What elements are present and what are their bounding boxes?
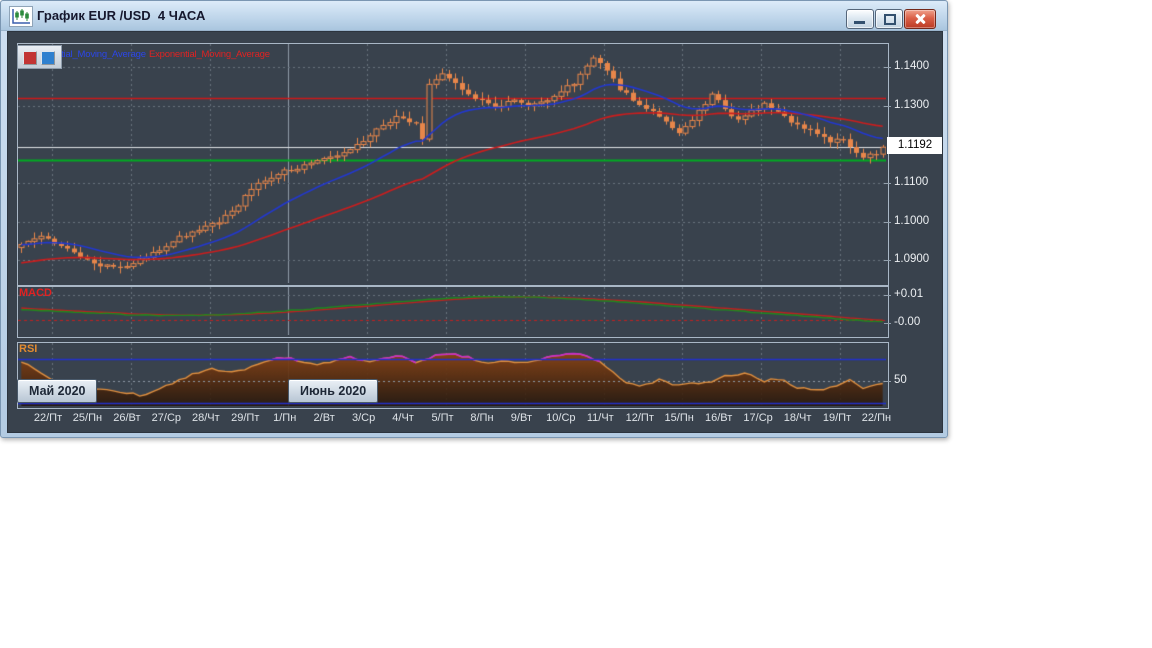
chart-window: График EUR /USD 4 ЧАСА Exponential_Movin…	[0, 0, 948, 438]
date-axis-label: 11/Чт	[586, 412, 614, 424]
month-marker-june[interactable]: Июнь 2020	[288, 379, 379, 403]
minimize-button[interactable]	[846, 9, 874, 29]
date-axis-label: 2/Вт	[313, 412, 335, 424]
legend-ema-slow: Exponential_Moving_Average	[149, 49, 270, 60]
minimize-icon	[854, 21, 865, 24]
date-axis-label: 22/Пт	[33, 412, 63, 424]
date-axis-label: 28/Чт	[191, 412, 220, 424]
blue-square-button[interactable]	[41, 51, 55, 65]
date-axis-label: 29/Пт	[231, 412, 260, 424]
macd-axis-tick: +0.01	[883, 288, 924, 300]
rsi-canvas[interactable]	[18, 343, 886, 406]
price-axis-tick: 1.1100	[883, 175, 929, 188]
current-price-tag: 1.1192	[887, 137, 942, 154]
price-axis-tick: 1.1300	[883, 98, 930, 111]
restore-button[interactable]	[875, 9, 903, 29]
title-bar[interactable]: График EUR /USD 4 ЧАСА	[1, 1, 947, 31]
price-chart-canvas[interactable]	[18, 44, 886, 283]
date-axis-label: 19/Пт	[822, 412, 852, 424]
date-axis-label: 5/Пт	[431, 412, 454, 424]
date-axis-label: 3/Ср	[351, 412, 376, 424]
date-axis-label: 9/Вт	[510, 412, 532, 424]
window-title: График EUR /USD 4 ЧАСА	[37, 8, 206, 23]
date-axis-label: 8/Пн	[470, 412, 494, 424]
restore-icon	[884, 14, 896, 25]
legend-ema-fast: Exponential_Moving_Average	[25, 49, 146, 60]
chart-client-area: Exponential_Moving_Average Exponential_M…	[7, 31, 943, 433]
date-axis-label: 4/Чт	[392, 412, 414, 424]
price-chart-panel	[17, 43, 889, 286]
app-icon	[9, 6, 33, 27]
date-axis-label: 17/Ср	[743, 412, 773, 424]
rsi-panel	[17, 342, 889, 409]
date-axis-label: 16/Вт	[704, 412, 733, 424]
date-axis-label: 26/Вт	[113, 412, 141, 424]
date-axis-label: 18/Чт	[783, 412, 812, 424]
date-axis-label: 15/Пн	[664, 412, 694, 424]
date-axis-label: 10/Ср	[546, 412, 576, 424]
date-axis-label: 22/Пн	[861, 412, 892, 424]
red-square-button[interactable]	[23, 51, 37, 65]
macd-panel	[17, 286, 889, 338]
date-axis-label: 27/Ср	[151, 412, 182, 424]
macd-axis-tick: -0.00	[883, 316, 921, 328]
date-axis-label: 12/Пт	[625, 412, 654, 424]
price-axis-tick: 1.1400	[883, 60, 930, 73]
macd-label: MACD	[19, 287, 52, 299]
close-button[interactable]	[904, 9, 936, 29]
price-axis-tick: 1.1000	[883, 214, 930, 227]
date-axis-label: 25/Пн	[72, 412, 103, 424]
date-axis-label: 1/Пн	[273, 412, 297, 424]
price-axis-tick: 1.0900	[883, 253, 930, 266]
macd-canvas[interactable]	[18, 287, 886, 335]
month-marker-may[interactable]: Май 2020	[17, 379, 98, 403]
chart-mini-toolbar	[17, 45, 62, 69]
rsi-label: RSI	[19, 343, 38, 355]
rsi-axis-tick: 50	[884, 374, 907, 386]
